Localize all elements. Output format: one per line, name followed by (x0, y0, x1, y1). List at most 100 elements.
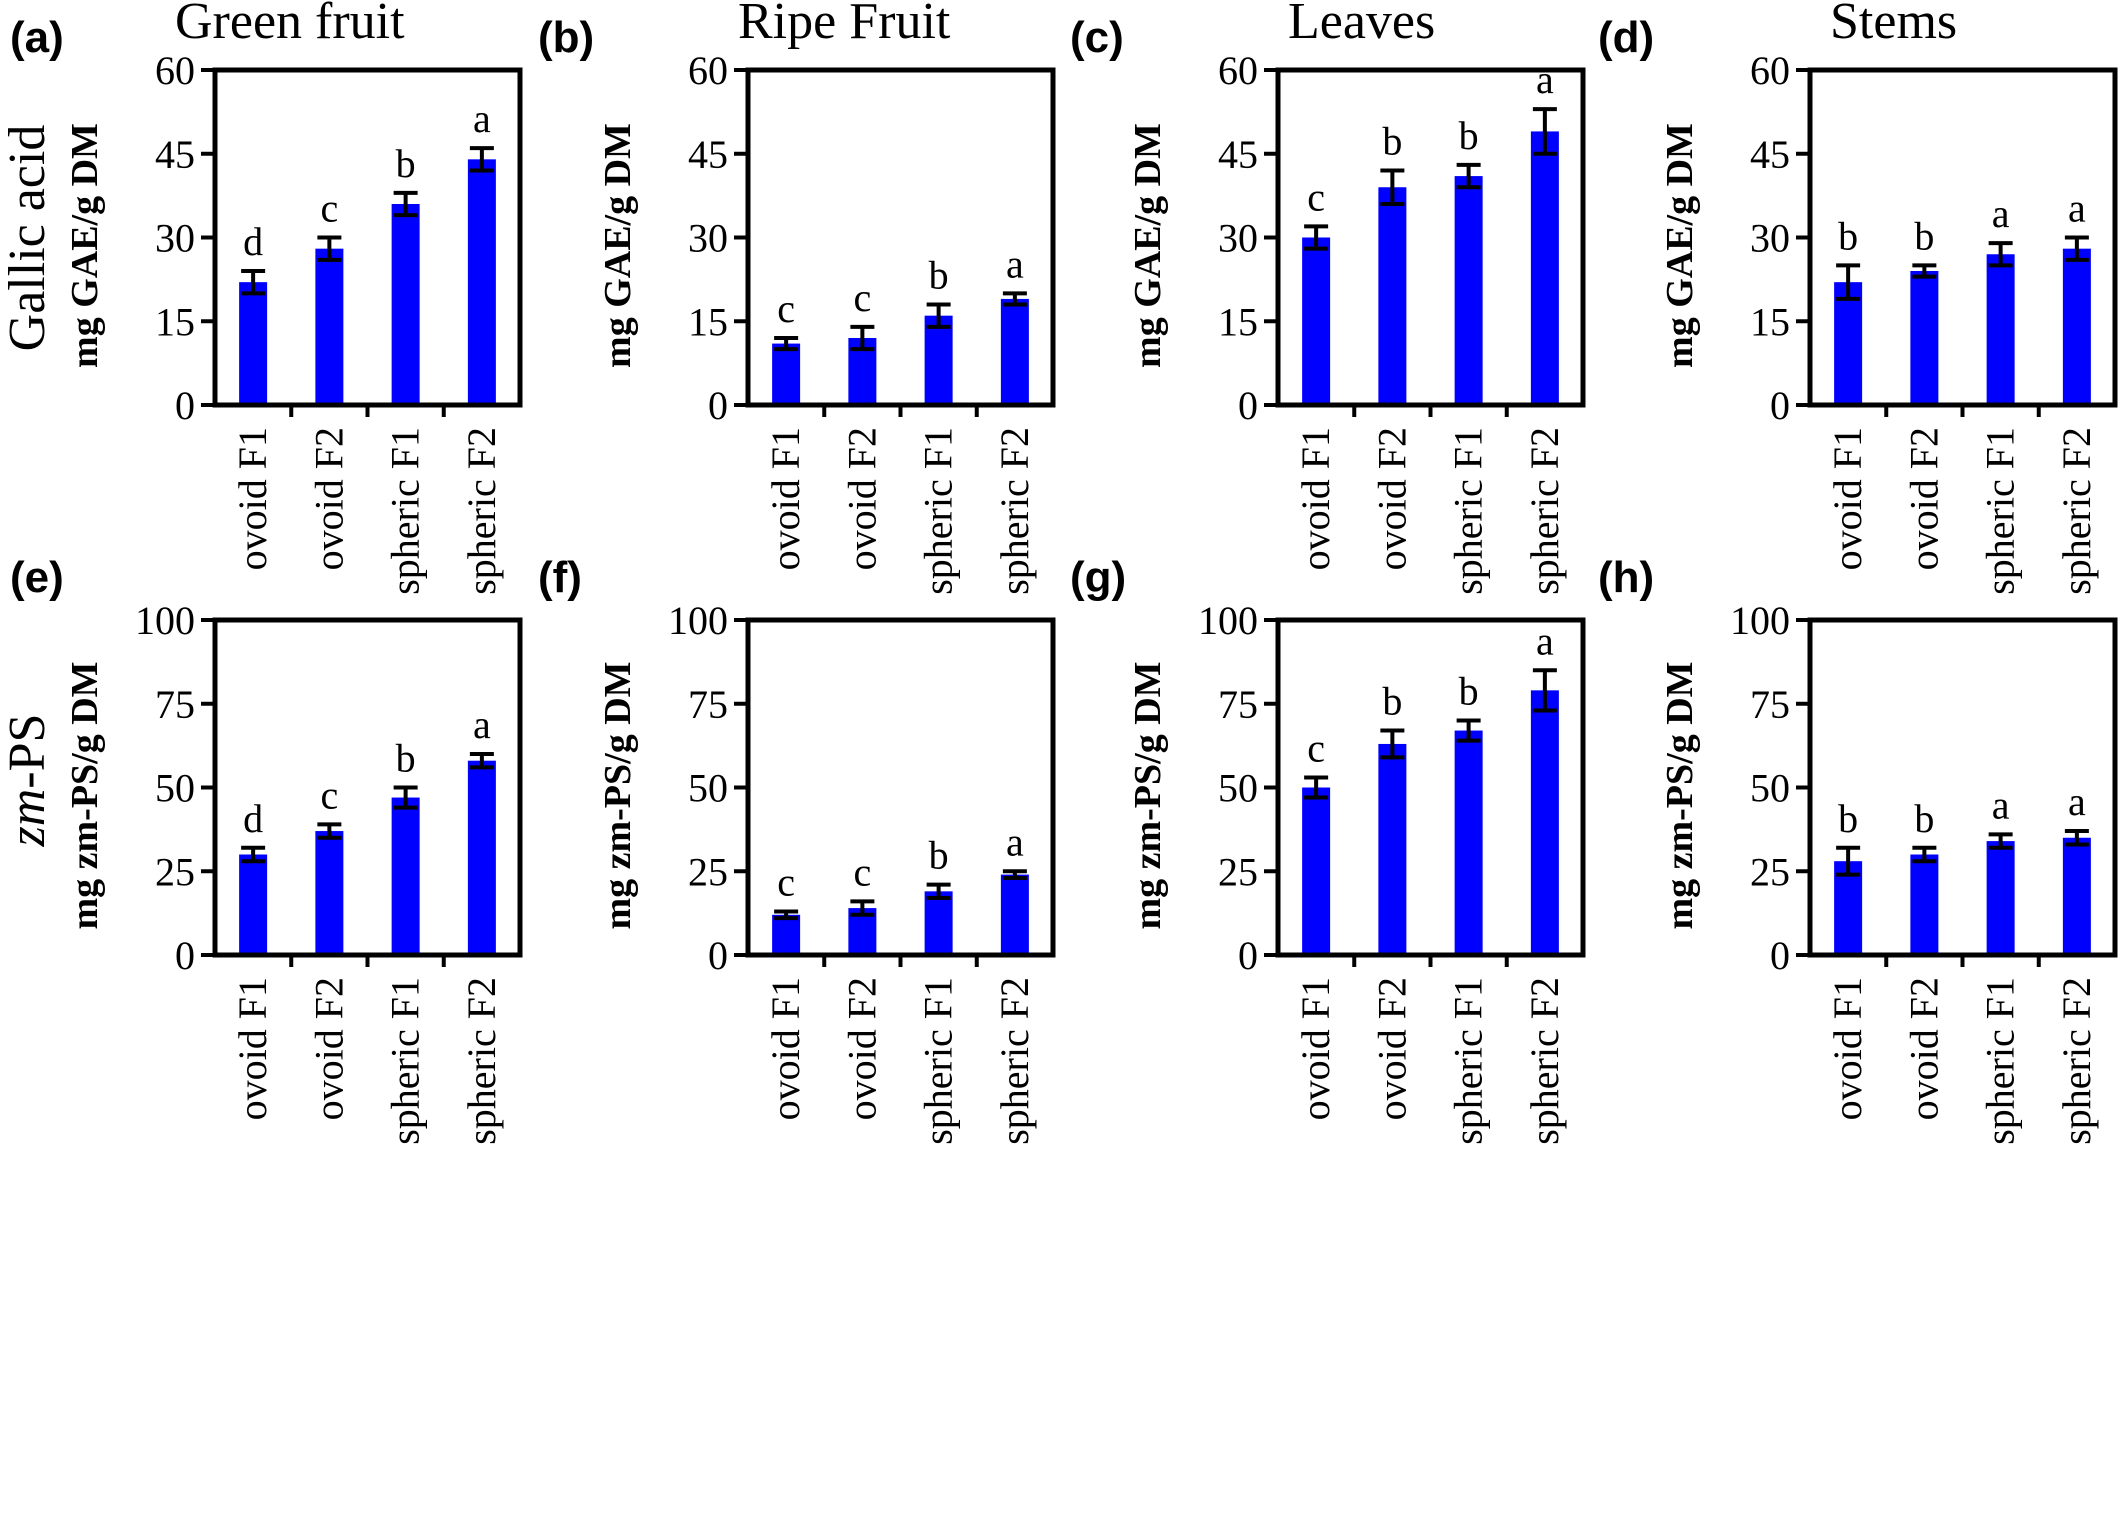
panel-label: (c) (1070, 13, 1124, 62)
y-tick-label: 30 (688, 216, 728, 261)
y-tick-label: 75 (155, 682, 195, 727)
y-tick-label: 0 (1770, 383, 1790, 428)
significance-letter: c (853, 849, 871, 894)
y-tick-label: 25 (688, 849, 728, 894)
bar (315, 831, 344, 955)
y-tick-label: 50 (155, 766, 195, 811)
bar (772, 914, 801, 955)
plot-frame (745, 617, 1056, 958)
panel-title: Stems (1830, 0, 1957, 50)
significance-letter: a (1992, 782, 2010, 827)
x-tick-label: spheric F1 (383, 977, 428, 1145)
y-tick-label: 45 (155, 132, 195, 177)
panel-label: (b) (538, 13, 594, 62)
row-title-italic-part: zm (0, 789, 56, 848)
y-tick-label: 50 (1218, 766, 1258, 811)
x-tick-label: spheric F1 (1978, 977, 2023, 1145)
x-tick-label: ovoid F2 (1369, 427, 1414, 570)
bar (1834, 282, 1863, 405)
significance-letter: b (929, 253, 949, 298)
y-axis-label: mg GAE/g DM (597, 123, 639, 368)
y-tick-label: 30 (1218, 216, 1258, 261)
panel-label: (e) (10, 553, 64, 602)
significance-letter: b (1459, 113, 1479, 158)
y-tick-label: 0 (708, 933, 728, 978)
x-tick-label: spheric F1 (916, 977, 961, 1145)
x-tick-label: ovoid F1 (763, 977, 808, 1120)
y-tick-label: 50 (1750, 766, 1790, 811)
plot-frame (212, 617, 523, 958)
x-tick-label: ovoid F2 (1901, 427, 1946, 570)
significance-letter: b (1382, 119, 1402, 164)
x-tick-label: spheric F2 (459, 977, 504, 1145)
bar (467, 159, 496, 405)
bar (1302, 787, 1331, 955)
x-tick-label: spheric F1 (1446, 427, 1491, 595)
panel-label: (a) (10, 13, 64, 62)
y-tick-label: 60 (155, 48, 195, 93)
bar (2062, 248, 2091, 405)
bar (924, 315, 953, 405)
y-tick-label: 0 (1770, 933, 1790, 978)
y-axis-label: mg zm-PS/g DM (64, 661, 106, 929)
bar (1910, 854, 1939, 955)
bar (1530, 131, 1559, 405)
y-tick-label: 15 (1750, 299, 1790, 344)
y-tick-label: 0 (1238, 383, 1258, 428)
significance-letter: a (1536, 618, 1554, 663)
panel-title: Ripe Fruit (738, 0, 951, 50)
significance-letter: a (473, 96, 491, 141)
x-tick-label: ovoid F2 (306, 977, 351, 1120)
x-tick-label: spheric F2 (459, 427, 504, 595)
significance-letter: a (1992, 191, 2010, 236)
bar (239, 854, 268, 955)
x-tick-label: ovoid F2 (839, 427, 884, 570)
significance-letter: b (1382, 679, 1402, 724)
significance-letter: c (1307, 725, 1325, 770)
bar (391, 204, 420, 405)
y-tick-label: 0 (708, 383, 728, 428)
bar (1000, 874, 1029, 955)
bar (239, 282, 268, 405)
y-tick-label: 25 (1218, 849, 1258, 894)
significance-letter: a (473, 702, 491, 747)
panel-label: (h) (1598, 553, 1654, 602)
significance-letter: b (1838, 796, 1858, 841)
y-tick-label: 75 (1218, 682, 1258, 727)
y-tick-label: 100 (135, 598, 195, 643)
y-tick-label: 0 (175, 383, 195, 428)
y-tick-label: 15 (688, 299, 728, 344)
significance-letter: a (1006, 241, 1024, 286)
x-tick-label: spheric F1 (383, 427, 428, 595)
y-tick-label: 0 (1238, 933, 1258, 978)
x-tick-label: ovoid F1 (1825, 977, 1870, 1120)
significance-letter: b (1459, 669, 1479, 714)
significance-letter: b (1914, 796, 1934, 841)
bar (1454, 176, 1483, 405)
bar (1530, 690, 1559, 955)
bar (1986, 254, 2015, 405)
significance-letter: a (2068, 186, 2086, 231)
plot-frame (1275, 617, 1586, 958)
plot-frame (1807, 67, 2118, 408)
panel-h: (h) mg zm-PS/g DM 0 25 50 75 100 b ovoid F1 b ovoi… (1598, 553, 2118, 1145)
significance-letter: d (243, 219, 263, 264)
bar (1378, 187, 1407, 405)
plot-frame (212, 67, 523, 408)
y-tick-label: 30 (155, 216, 195, 261)
bar (467, 760, 496, 955)
x-tick-label: ovoid F1 (1825, 427, 1870, 570)
y-tick-label: 45 (1750, 132, 1790, 177)
x-tick-label: ovoid F1 (230, 427, 275, 570)
y-tick-label: 15 (1218, 299, 1258, 344)
bar (1000, 298, 1029, 405)
y-tick-label: 45 (1218, 132, 1258, 177)
panel-title: Green fruit (175, 0, 405, 50)
significance-letter: a (1536, 57, 1554, 102)
plot-frame (1275, 67, 1586, 408)
panel-b: (b) Ripe Fruit mg GAE/g DM 0 15 30 45 60 c ovoid … (538, 0, 1056, 595)
significance-letter: b (1838, 213, 1858, 258)
y-tick-label: 75 (688, 682, 728, 727)
x-tick-label: ovoid F2 (1901, 977, 1946, 1120)
